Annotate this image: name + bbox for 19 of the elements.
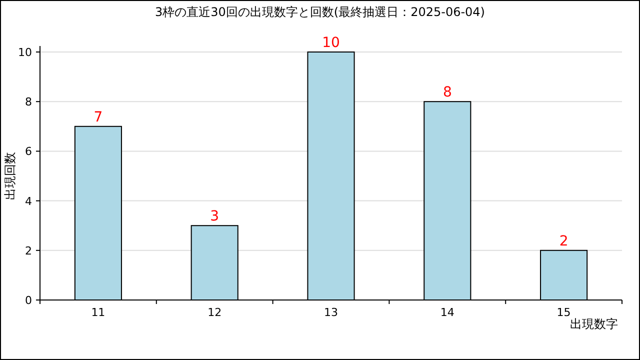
y-tick-label: 4 xyxy=(25,194,32,208)
x-tick-label: 15 xyxy=(556,306,571,319)
x-tick-label: 14 xyxy=(440,306,454,319)
y-tick-label: 0 xyxy=(25,294,32,307)
data-label: 2 xyxy=(559,233,568,250)
data-label: 10 xyxy=(322,35,340,51)
x-tick-label: 13 xyxy=(324,306,338,319)
y-tick-label: 8 xyxy=(25,96,32,109)
y-tick-label: 10 xyxy=(18,46,32,59)
y-tick-label: 6 xyxy=(25,145,32,158)
data-label: 3 xyxy=(210,208,220,225)
y-tick-label: 2 xyxy=(25,244,32,258)
chart-title: 3枠の直近30回の出現数字と回数(最終抽選日：2025-06-04) xyxy=(154,5,486,19)
x-axis-title: 出現数字 xyxy=(570,317,618,331)
x-tick-label: 12 xyxy=(208,306,222,319)
data-label: 8 xyxy=(442,84,452,101)
y-axis-title: 出現回数 xyxy=(3,152,17,200)
x-tick-label: 11 xyxy=(91,306,106,319)
data-label: 7 xyxy=(94,109,103,126)
